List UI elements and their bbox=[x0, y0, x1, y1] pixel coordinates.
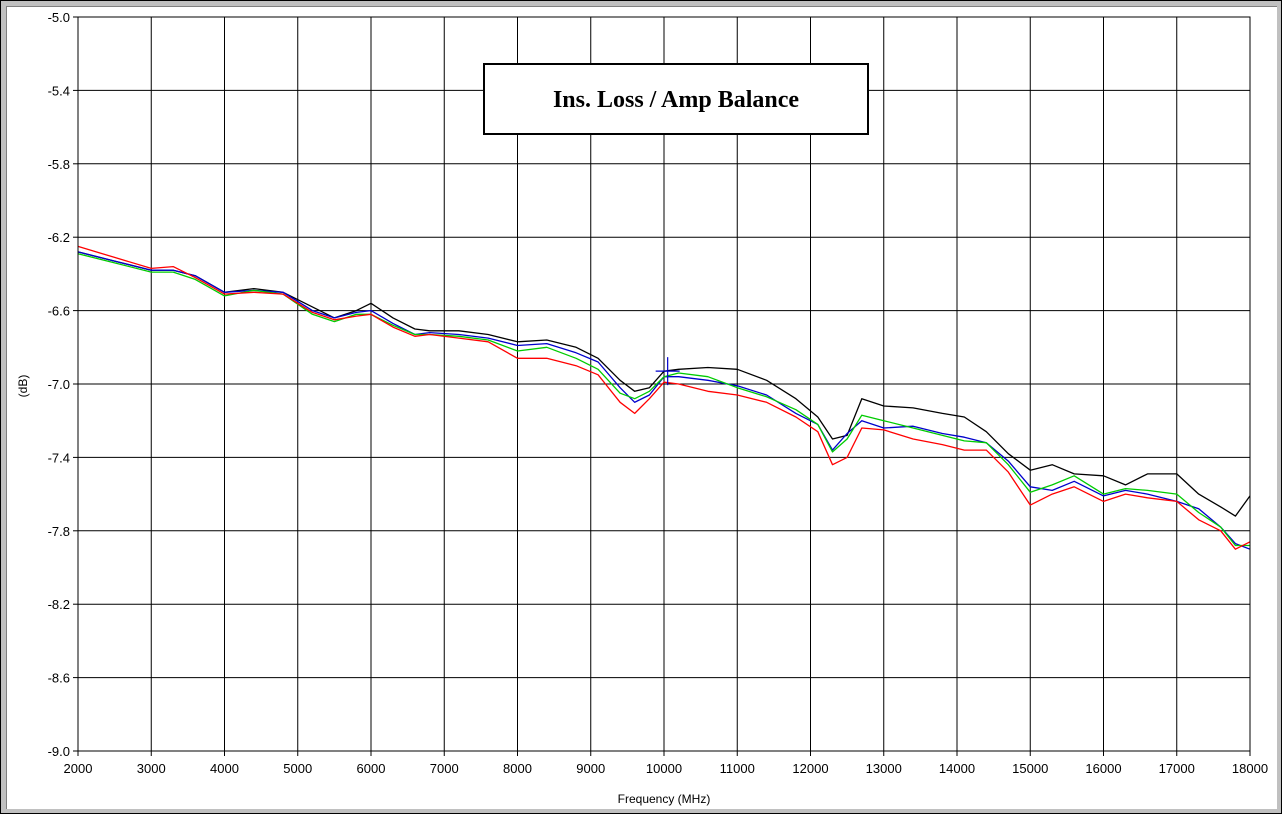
x-tick-label-1: 3000 bbox=[137, 761, 166, 776]
chart-title-box: Ins. Loss / Amp Balance bbox=[483, 63, 869, 135]
x-tick-label-16: 18000 bbox=[1232, 761, 1268, 776]
y-tick-label-1: -5.4 bbox=[48, 83, 70, 98]
y-tick-label-8: -8.2 bbox=[48, 597, 70, 612]
y-tick-label-3: -6.2 bbox=[48, 230, 70, 245]
x-tick-label-10: 12000 bbox=[792, 761, 828, 776]
series-line-3 bbox=[77, 245, 1251, 550]
x-axis-label: Frequency (MHz) bbox=[618, 792, 711, 806]
series-lines bbox=[77, 245, 1251, 550]
y-tick-label-10: -9.0 bbox=[48, 744, 70, 759]
series-line-0 bbox=[77, 251, 1251, 517]
x-tick-label-11: 13000 bbox=[866, 761, 902, 776]
x-tick-label-9: 11000 bbox=[720, 761, 755, 776]
x-tick-label-5: 7000 bbox=[430, 761, 459, 776]
x-tick-label-12: 14000 bbox=[939, 761, 975, 776]
x-tick-label-2: 4000 bbox=[210, 761, 239, 776]
x-tick-label-13: 15000 bbox=[1012, 761, 1048, 776]
series-line-2 bbox=[77, 253, 1250, 547]
y-tick-label-4: -6.6 bbox=[48, 304, 70, 319]
chart-title: Ins. Loss / Amp Balance bbox=[553, 87, 799, 113]
x-tick-label-7: 9000 bbox=[576, 761, 605, 776]
y-tick-label-9: -8.6 bbox=[48, 671, 70, 686]
x-tick-label-4: 6000 bbox=[357, 761, 386, 776]
y-tick-label-5: -7.0 bbox=[48, 377, 70, 392]
y-tick-label-2: -5.8 bbox=[48, 157, 70, 172]
x-tick-label-0: 2000 bbox=[64, 761, 93, 776]
x-axis-ticks: 2000 3000 4000 5000 6000 7000 8000 9000 10000 110… bbox=[64, 751, 1268, 776]
x-tick-label-15: 17000 bbox=[1159, 761, 1195, 776]
x-tick-label-6: 8000 bbox=[503, 761, 532, 776]
x-tick-label-8: 10000 bbox=[646, 761, 682, 776]
x-tick-label-3: 5000 bbox=[283, 761, 312, 776]
x-tick-label-14: 16000 bbox=[1085, 761, 1121, 776]
y-tick-label-7: -7.8 bbox=[48, 524, 70, 539]
data-cursor-marker bbox=[655, 357, 680, 386]
y-axis-label: (dB) bbox=[16, 375, 30, 398]
series-line-1 bbox=[77, 251, 1251, 550]
y-tick-label-0: -5.0 bbox=[48, 10, 70, 25]
y-tick-label-6: -7.4 bbox=[48, 450, 70, 465]
chart-title-frame bbox=[483, 63, 869, 135]
y-axis-ticks: -5.0 -5.4 -5.8 -6.2 -6.6 -7.0 -7.4 -7.8 -8.2 -8.6… bbox=[48, 10, 78, 759]
